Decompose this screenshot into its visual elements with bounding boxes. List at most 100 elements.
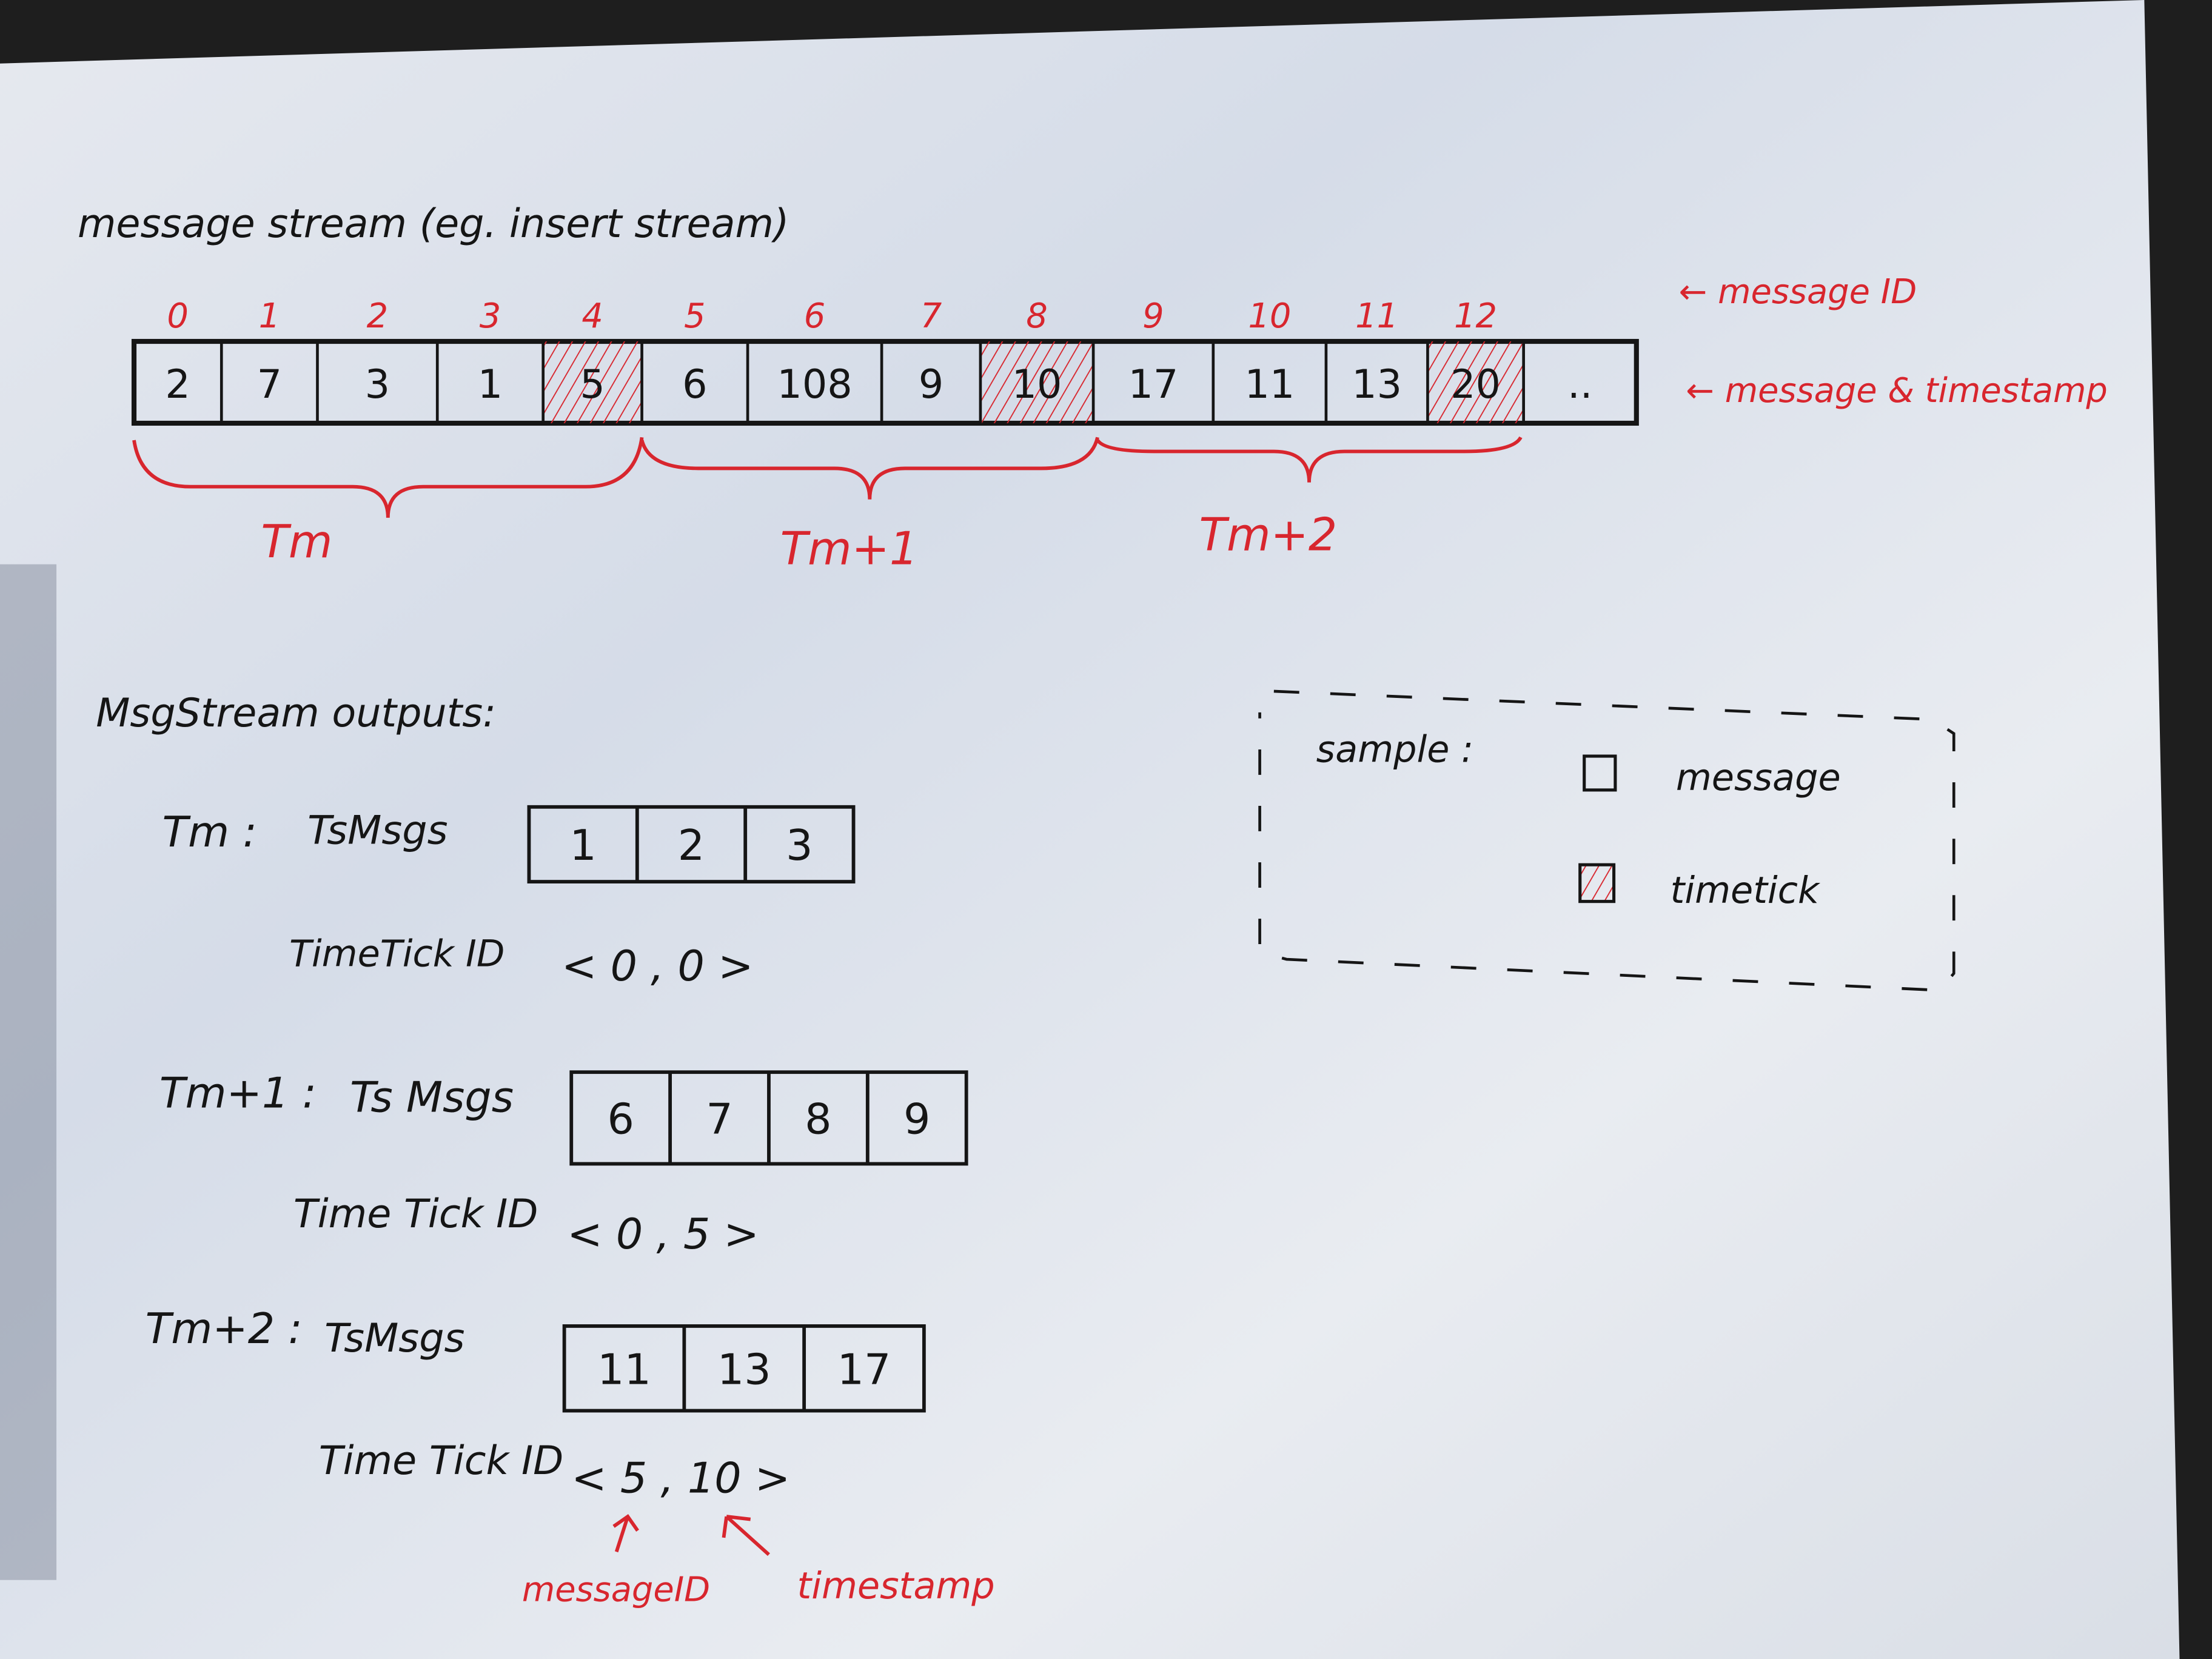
group-label-tm1: Tm+1 bbox=[780, 523, 919, 575]
ts-msg-value: 13 bbox=[717, 1345, 771, 1394]
ts-msg-value: 3 bbox=[786, 821, 813, 870]
ts-msgs-box: 11 13 17 bbox=[562, 1324, 926, 1413]
cell-value: 5 bbox=[580, 362, 605, 407]
block-name-tm2: Tm+2 : bbox=[146, 1304, 303, 1353]
cell-value: 1 bbox=[478, 362, 503, 407]
stream-cell: 11 bbox=[1212, 341, 1295, 423]
ts-msg-value: 1 bbox=[569, 821, 596, 870]
message-id-label: ← message ID bbox=[1679, 272, 1917, 312]
block-tt-value-tm2: < 5 , 10 > bbox=[571, 1453, 790, 1503]
message-square-icon bbox=[1583, 754, 1617, 792]
block-name-tm1: Tm+1 : bbox=[159, 1068, 317, 1118]
message-id: 1 bbox=[259, 297, 281, 336]
stream-cell: .. bbox=[1522, 341, 1592, 423]
stream-cell: 2 bbox=[165, 362, 190, 407]
ts-msg-value: 6 bbox=[607, 1094, 634, 1144]
legend-item-message: message bbox=[1676, 757, 1841, 799]
stream-cell: 7 bbox=[220, 341, 282, 423]
ts-msgs-outline bbox=[527, 805, 856, 883]
block-ts-label-tm1: Ts Msgs bbox=[350, 1073, 514, 1122]
message-id: 9 bbox=[1142, 297, 1164, 336]
stream-cell: 10 bbox=[979, 341, 1094, 423]
time-window-braces bbox=[132, 436, 1523, 518]
annotation-arrows bbox=[612, 1513, 770, 1556]
cell-value: 3 bbox=[365, 362, 390, 407]
block-ts-label-tm2: TsMsgs bbox=[324, 1316, 464, 1361]
stream-cell: 1 bbox=[435, 341, 503, 423]
stream-cell: 108 bbox=[746, 341, 853, 423]
block-tt-label-tm1: Time Tick ID bbox=[293, 1191, 538, 1237]
annotation-timestamp: timestamp bbox=[797, 1565, 994, 1607]
message-id: 10 bbox=[1248, 297, 1291, 336]
message-stream: 2 7 3 1 5 6 108 9 10 17 11 13 20.. bbox=[131, 338, 1639, 426]
cell-value: 17 bbox=[1128, 362, 1179, 407]
cell-value: 9 bbox=[919, 362, 943, 407]
message-timestamp-label: ← message & timestamp bbox=[1686, 371, 2108, 411]
stream-cell: 6 bbox=[640, 341, 708, 423]
block-ts-label-tm: TsMsgs bbox=[307, 808, 447, 853]
block-tt-value-tm1: < 0 , 5 > bbox=[567, 1210, 759, 1259]
stream-title: message stream (eg. insert stream) bbox=[78, 201, 789, 247]
ts-msg-value: 2 bbox=[678, 821, 705, 870]
cell-value: 2 bbox=[165, 362, 190, 407]
stream-cell: 13 bbox=[1324, 341, 1402, 423]
cell-value: .. bbox=[1567, 362, 1592, 407]
legend-title: sample : bbox=[1316, 728, 1473, 771]
legend-item-timetick: timetick bbox=[1671, 870, 1820, 912]
output-message-boxes: 1 2 3 6 7 8 9 11 13 17 bbox=[527, 805, 968, 1413]
message-id: 12 bbox=[1454, 297, 1497, 336]
timetick-hatch bbox=[543, 341, 642, 423]
cell-value: 6 bbox=[682, 362, 707, 407]
timetick-hatch bbox=[1427, 341, 1524, 423]
message-id: 4 bbox=[581, 297, 603, 336]
ts-msg-value: 11 bbox=[597, 1345, 651, 1394]
arrow-to-timestamp-icon bbox=[722, 1515, 770, 1556]
message-id: 3 bbox=[480, 297, 501, 336]
cell-value: 7 bbox=[257, 362, 282, 407]
group-label-tm2: Tm+2 bbox=[1199, 508, 1338, 561]
block-tt-label-tm: TimeTick ID bbox=[289, 933, 504, 976]
cell-value: 20 bbox=[1450, 362, 1501, 407]
shadow bbox=[0, 564, 57, 1580]
arrow-to-message-id-icon bbox=[612, 1513, 639, 1553]
group-brace bbox=[132, 437, 644, 518]
ts-msgs-box: 6 7 8 9 bbox=[569, 1070, 968, 1166]
stream-cell: 9 bbox=[880, 341, 943, 423]
message-id: 11 bbox=[1355, 297, 1398, 336]
timetick-hatch bbox=[980, 341, 1094, 423]
cell-value: 108 bbox=[777, 362, 852, 407]
ts-msg-value: 9 bbox=[903, 1094, 930, 1144]
ts-msgs-box: 1 2 3 bbox=[527, 805, 856, 883]
cell-value: 10 bbox=[1012, 362, 1062, 407]
group-label-tm: Tm bbox=[261, 515, 332, 568]
block-tt-label-tm2: Time Tick ID bbox=[319, 1438, 564, 1484]
annotation-message-id: messageID bbox=[522, 1570, 710, 1610]
message-id-row: 0 1 2 3 4 5 6 7 8 9 10 11 12 bbox=[167, 297, 1497, 336]
stream-cell: 20 bbox=[1426, 341, 1524, 423]
stream-cell: 5 bbox=[541, 341, 642, 423]
stream-cell: 17 bbox=[1091, 341, 1179, 423]
ts-msg-value: 17 bbox=[837, 1345, 891, 1394]
message-id: 6 bbox=[804, 297, 826, 336]
timetick-hatched-square-icon bbox=[1578, 863, 1616, 903]
stream-outline bbox=[131, 338, 1639, 426]
message-id: 8 bbox=[1026, 297, 1048, 336]
legend-box: sample : message timetick bbox=[1258, 689, 1956, 992]
stream-cell: 3 bbox=[316, 341, 390, 423]
message-id: 0 bbox=[167, 297, 189, 336]
group-brace bbox=[1096, 436, 1523, 483]
message-id: 2 bbox=[367, 297, 389, 336]
ts-msg-value: 8 bbox=[805, 1094, 831, 1144]
cell-value: 11 bbox=[1244, 362, 1295, 407]
message-id: 5 bbox=[684, 297, 706, 336]
block-tt-value-tm: < 0 , 0 > bbox=[561, 942, 754, 991]
outputs-heading: MsgStream outputs: bbox=[96, 691, 496, 736]
group-brace bbox=[640, 437, 1099, 500]
ts-msg-value: 7 bbox=[706, 1094, 732, 1144]
block-name-tm: Tm : bbox=[163, 808, 257, 857]
message-id: 7 bbox=[920, 297, 942, 336]
ts-msgs-outline bbox=[562, 1324, 926, 1413]
cell-value: 13 bbox=[1352, 362, 1402, 407]
